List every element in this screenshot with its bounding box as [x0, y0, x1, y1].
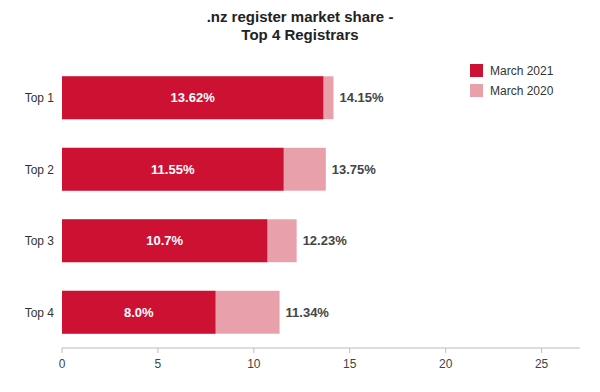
data-label: 11.55%: [151, 162, 195, 177]
chart: .nz register market share -Top 4 Registr…: [0, 0, 600, 392]
data-label: 13.75%: [332, 162, 377, 177]
data-label: 11.34%: [286, 305, 330, 320]
legend-swatch: [470, 64, 483, 77]
y-tick-label: Top 3: [25, 234, 55, 248]
title-line: Top 4 Registrars: [241, 26, 358, 43]
data-label: 13.62%: [171, 90, 216, 105]
title-line: .nz register market share -: [207, 8, 394, 25]
x-tick: [62, 348, 63, 353]
x-tick: [541, 348, 542, 353]
bar: [62, 219, 297, 262]
y-tick-label: Top 1: [25, 91, 55, 105]
title: .nz register market share -Top 4 Registr…: [207, 8, 394, 43]
bar: [62, 148, 326, 191]
bar: [62, 76, 333, 119]
bar: [62, 76, 323, 119]
bar: [62, 148, 284, 191]
x-tick: [157, 348, 158, 353]
bar: [62, 291, 215, 334]
x-tick-label: 15: [343, 357, 357, 371]
data-label: 12.23%: [303, 233, 348, 248]
y-tick-label: Top 4: [25, 306, 55, 320]
bars: [62, 76, 333, 333]
data-label: 14.15%: [339, 90, 384, 105]
x-tick-label: 25: [535, 357, 549, 371]
x-tick-label: 0: [59, 357, 66, 371]
x-tick-label: 5: [155, 357, 162, 371]
bar: [62, 291, 280, 334]
x-tick: [349, 348, 350, 353]
x-tick-label: 20: [439, 357, 453, 371]
x-tick: [253, 348, 254, 353]
legend-label: March 2021: [490, 64, 554, 78]
y-tick-label: Top 2: [25, 163, 55, 177]
bar: [62, 219, 267, 262]
data-label: 10.7%: [146, 233, 183, 248]
x-tick: [445, 348, 446, 353]
x-axis-line: [62, 348, 580, 349]
legend: March 2021 March 2020: [470, 64, 554, 98]
legend-label: March 2020: [490, 84, 554, 98]
legend-swatch: [470, 84, 483, 97]
x-tick-label: 10: [247, 357, 261, 371]
data-label: 8.0%: [124, 305, 154, 320]
